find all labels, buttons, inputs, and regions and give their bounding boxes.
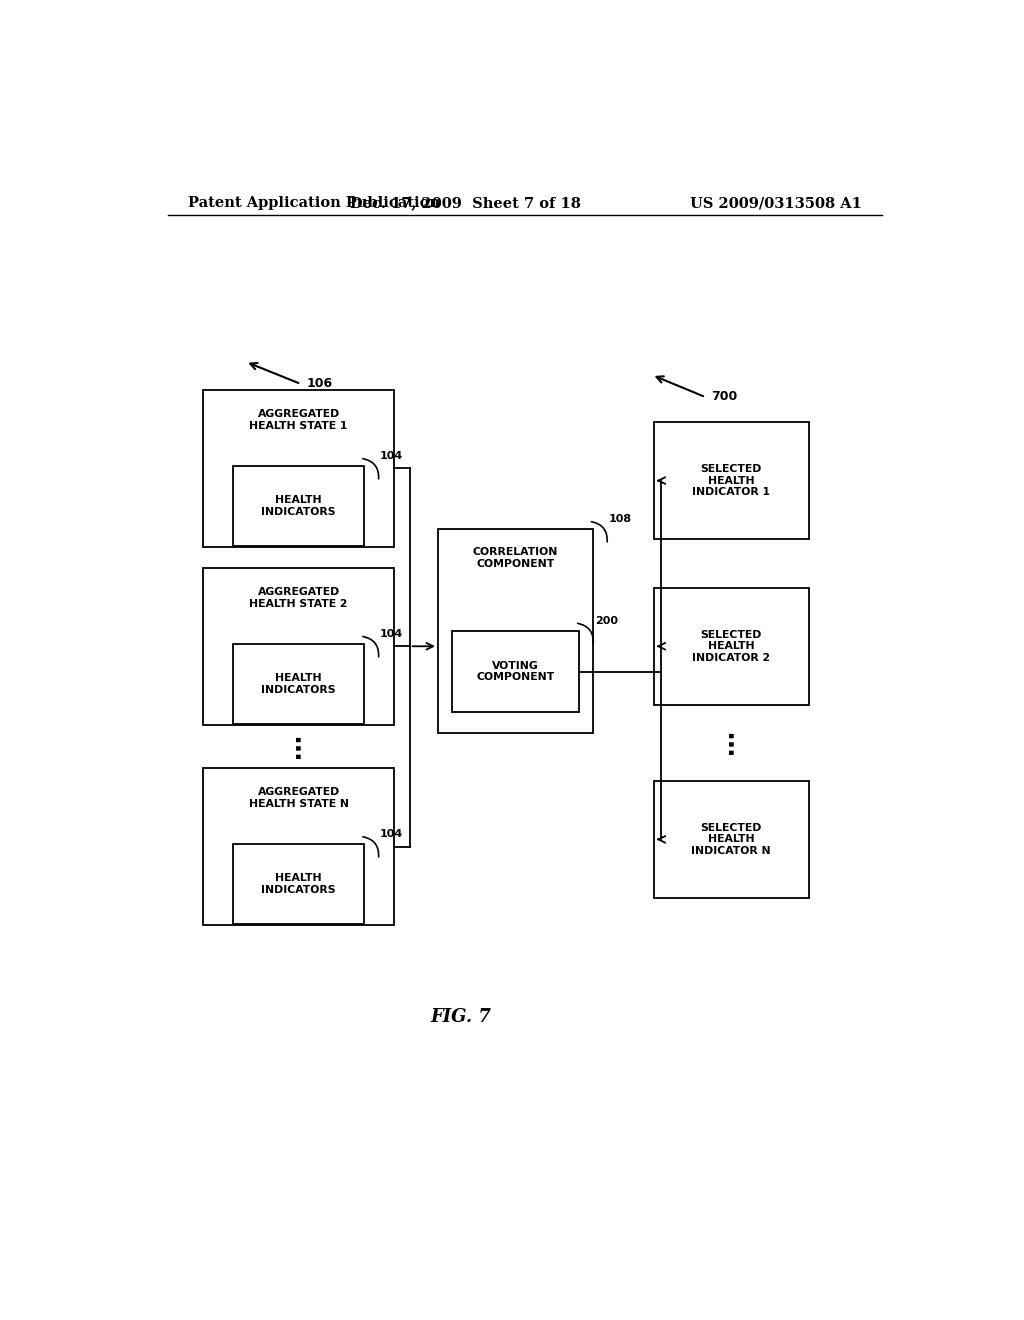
Bar	[653, 422, 809, 539]
Text: CORRELATION
COMPONENT: CORRELATION COMPONENT	[473, 546, 558, 569]
Bar	[653, 781, 809, 898]
Text: SELECTED
HEALTH
INDICATOR N: SELECTED HEALTH INDICATOR N	[691, 822, 771, 855]
Text: Patent Application Publication: Patent Application Publication	[187, 197, 439, 210]
Text: 108: 108	[608, 515, 632, 524]
Text: HEALTH
INDICATORS: HEALTH INDICATORS	[261, 673, 336, 694]
Text: Dec. 17, 2009  Sheet 7 of 18: Dec. 17, 2009 Sheet 7 of 18	[350, 197, 581, 210]
Text: ⋯: ⋯	[719, 730, 743, 755]
Text: 200: 200	[595, 616, 617, 626]
Bar	[438, 529, 593, 733]
Text: 106: 106	[306, 376, 333, 389]
Text: 104: 104	[380, 829, 403, 840]
Text: SELECTED
HEALTH
INDICATOR 1: SELECTED HEALTH INDICATOR 1	[692, 465, 770, 498]
Bar	[204, 768, 394, 925]
Bar	[233, 466, 365, 545]
Text: 104: 104	[380, 630, 403, 639]
Text: AGGREGATED
HEALTH STATE 1: AGGREGATED HEALTH STATE 1	[250, 409, 348, 430]
Bar	[452, 631, 579, 713]
Text: FIG. 7: FIG. 7	[431, 1008, 492, 1026]
Text: AGGREGATED
HEALTH STATE 2: AGGREGATED HEALTH STATE 2	[250, 587, 348, 609]
Text: AGGREGATED
HEALTH STATE N: AGGREGATED HEALTH STATE N	[249, 788, 348, 809]
Text: US 2009/0313508 A1: US 2009/0313508 A1	[690, 197, 862, 210]
Text: 700: 700	[712, 389, 737, 403]
Bar	[204, 568, 394, 725]
Bar	[233, 845, 365, 924]
Bar	[233, 644, 365, 723]
Text: HEALTH
INDICATORS: HEALTH INDICATORS	[261, 874, 336, 895]
Text: HEALTH
INDICATORS: HEALTH INDICATORS	[261, 495, 336, 517]
Text: VOTING
COMPONENT: VOTING COMPONENT	[476, 661, 554, 682]
Text: ⋯: ⋯	[287, 734, 310, 759]
Bar	[653, 587, 809, 705]
Text: 104: 104	[380, 451, 403, 461]
Text: SELECTED
HEALTH
INDICATOR 2: SELECTED HEALTH INDICATOR 2	[692, 630, 770, 663]
Bar	[204, 389, 394, 548]
